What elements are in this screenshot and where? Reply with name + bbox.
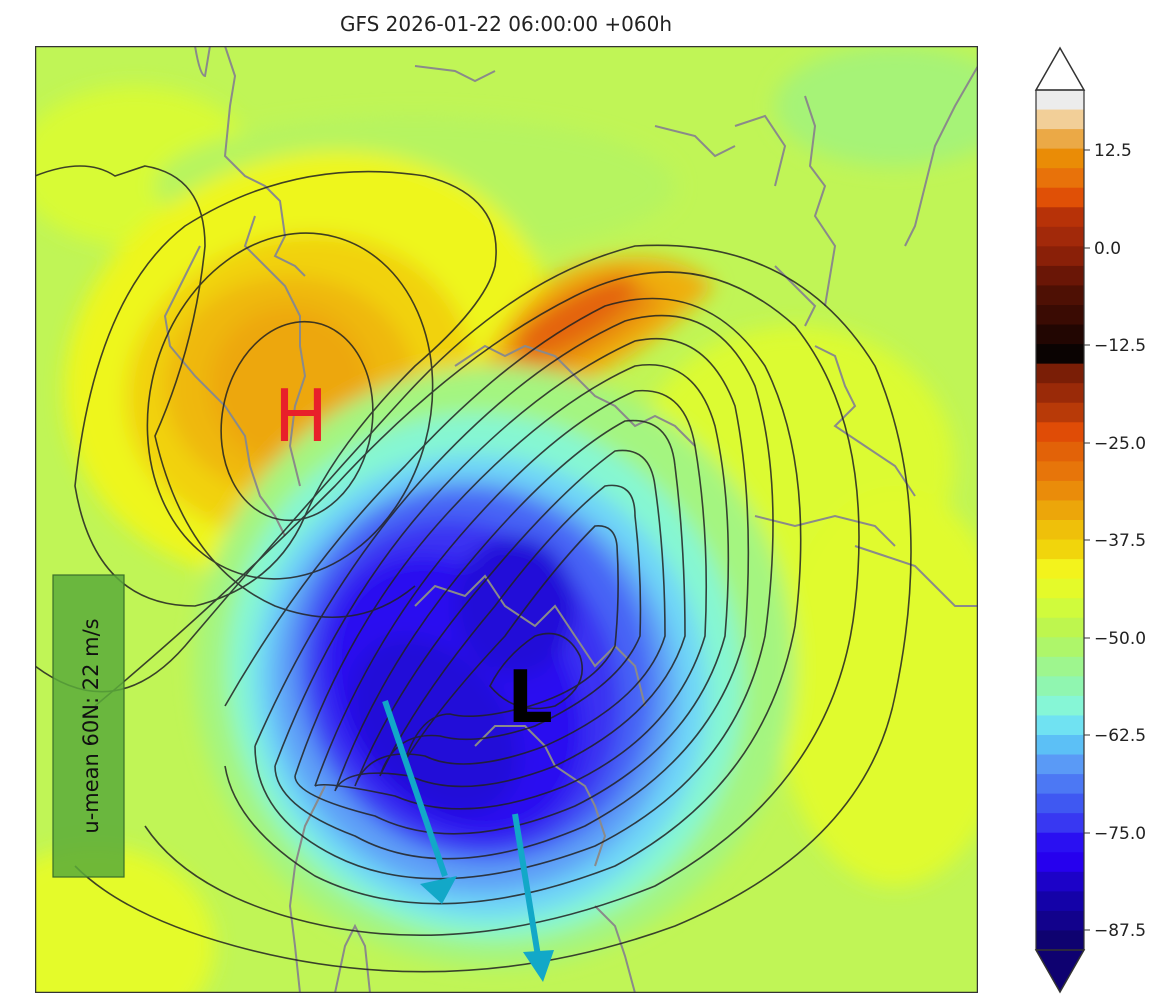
colorbar-ticks: 12.5 0.0 −12.5 −25.0 −37.5 −50.0 −62.5 −… (1084, 141, 1146, 941)
colorbar-band (1036, 265, 1084, 287)
colorbar-band (1036, 871, 1084, 892)
colorbar-band (1036, 246, 1084, 267)
colorbar-band (1036, 500, 1084, 521)
colorbar-band (1036, 578, 1084, 599)
tick: −87.5 (1084, 921, 1146, 941)
colorbar-band (1036, 695, 1084, 717)
tick: −75.0 (1084, 824, 1146, 844)
colorbar-band (1036, 363, 1084, 384)
flow-arrows (382, 700, 554, 982)
tick: −12.5 (1084, 336, 1146, 356)
colorbar-band (1036, 676, 1084, 697)
svg-text:−50.0: −50.0 (1094, 629, 1146, 649)
tick: −50.0 (1084, 629, 1146, 649)
colorbar-band (1036, 90, 1084, 111)
colorbar-band (1036, 656, 1084, 677)
filled-field (35, 46, 978, 993)
svg-text:−25.0: −25.0 (1094, 434, 1146, 454)
colorbar-extend-min (1034, 949, 1086, 994)
colorbar-band (1036, 598, 1084, 619)
svg-text:12.5: 12.5 (1094, 141, 1132, 161)
colorbar-band (1036, 637, 1084, 658)
colorbar-extend-max (1034, 46, 1086, 91)
tick: 12.5 (1084, 141, 1132, 161)
colorbar-band (1036, 207, 1084, 228)
colorbar-band (1036, 226, 1084, 247)
svg-text:−12.5: −12.5 (1094, 336, 1146, 356)
colorbar-band (1036, 187, 1084, 208)
colorbar-band (1036, 539, 1084, 560)
colorbar-band (1036, 754, 1084, 775)
map-frame (35, 46, 978, 993)
colorbar-band (1036, 617, 1084, 638)
colorbar-band (1036, 735, 1084, 756)
svg-text:0.0: 0.0 (1094, 239, 1121, 259)
low-pressure-marker: L (507, 655, 553, 739)
colorbar-band (1036, 168, 1084, 189)
colorbar-band (1036, 305, 1084, 326)
colorbar-band (1036, 441, 1084, 462)
colorbar-band (1036, 148, 1084, 169)
tick: 0.0 (1084, 239, 1121, 259)
colorbar-band (1036, 715, 1084, 736)
colorbar-band (1036, 813, 1084, 834)
colorbar-band (1036, 324, 1084, 345)
height-contours (35, 165, 912, 973)
colorbar-band (1036, 832, 1084, 853)
colorbar-band (1036, 910, 1084, 932)
svg-text:−75.0: −75.0 (1094, 824, 1146, 844)
colorbar-band (1036, 422, 1084, 443)
colorbar: 12.5 0.0 −12.5 −25.0 −37.5 −50.0 −62.5 −… (1034, 46, 1146, 994)
colorbar-band (1036, 285, 1084, 306)
svg-text:−37.5: −37.5 (1094, 531, 1146, 551)
colorbar-band (1036, 109, 1084, 130)
colorbar-band (1036, 793, 1084, 814)
svg-text:−87.5: −87.5 (1094, 921, 1146, 941)
colorbar-bands (1036, 90, 1084, 951)
colorbar-band (1036, 520, 1084, 541)
polar-map: H L u-mean 60N: 22 m/s (35, 46, 978, 993)
u-mean-text: u-mean 60N: 22 m/s (79, 618, 103, 833)
colorbar-band (1036, 402, 1084, 423)
coastlines (163, 46, 978, 993)
colorbar-band (1036, 344, 1084, 365)
high-pressure-marker: H (274, 374, 328, 458)
colorbar-band (1036, 891, 1084, 912)
svg-text:−62.5: −62.5 (1094, 726, 1146, 746)
u-mean-annotation: u-mean 60N: 22 m/s (52, 574, 125, 878)
colorbar-band (1036, 480, 1084, 502)
tick: −25.0 (1084, 434, 1146, 454)
colorbar-outline (1035, 89, 1085, 951)
colorbar-band (1036, 383, 1084, 404)
arrow-left (382, 700, 448, 877)
colorbar-band (1036, 930, 1084, 951)
colorbar-band (1036, 559, 1084, 580)
tick: −62.5 (1084, 726, 1146, 746)
arrow-left-head (420, 876, 457, 904)
arrow-right-head (523, 950, 554, 982)
colorbar-band (1036, 461, 1084, 482)
tick: −37.5 (1084, 531, 1146, 551)
colorbar-band (1036, 852, 1084, 873)
chart-title: GFS 2026-01-22 06:00:00 +060h (339, 12, 673, 36)
colorbar-band (1036, 774, 1084, 795)
arrow-right (512, 813, 541, 957)
colorbar-band (1036, 129, 1084, 150)
